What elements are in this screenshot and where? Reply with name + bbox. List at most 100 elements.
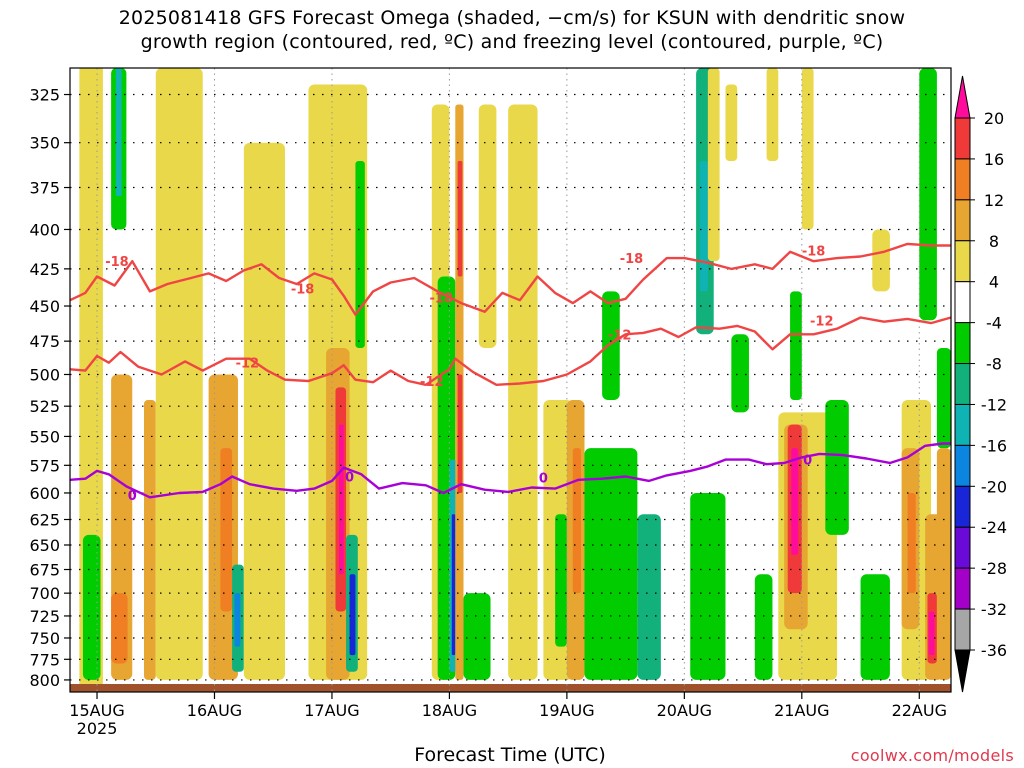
- dgz-contour-minus12: [70, 316, 951, 386]
- omega-cell: [936, 347, 951, 449]
- omega-cell: [602, 291, 620, 400]
- x-tick-label: 18AUG: [422, 701, 477, 720]
- x-tick-sublabel: 2025: [77, 719, 118, 738]
- omega-cell: [555, 514, 567, 647]
- colorbar: 20 16 12 8 4 -4 -8 -12 -16 -20 -24 -28 -32 -36: [954, 75, 1007, 693]
- omega-cell: [144, 399, 156, 680]
- omega-cell: [637, 514, 661, 680]
- omega-cell: [451, 514, 456, 656]
- omega-cell: [115, 68, 122, 197]
- omega-cell: [928, 611, 935, 656]
- y-tick-label: 325: [29, 86, 60, 105]
- omega-cell: [766, 68, 779, 161]
- y-tick-label: 350: [29, 134, 60, 153]
- omega-cell: [791, 448, 799, 555]
- contour-label: -12: [608, 328, 632, 343]
- y-tick-label: 450: [29, 297, 60, 316]
- y-tick-label: 525: [29, 397, 60, 416]
- y-tick-label: 550: [29, 427, 60, 446]
- contour-label: -12: [236, 357, 260, 372]
- omega-cell: [572, 448, 581, 594]
- omega-cell: [754, 574, 773, 680]
- y-tick-label: 375: [29, 179, 60, 198]
- colorbar-swatch: [954, 158, 971, 201]
- credit-link[interactable]: coolwx.com/models: [850, 746, 1014, 765]
- x-tick-label: 21AUG: [774, 701, 829, 720]
- chart-title-line-2: growth region (contoured, red, ºC) and f…: [140, 31, 884, 53]
- colorbar-swatch: [954, 403, 971, 446]
- omega-cell: [355, 160, 365, 348]
- x-tick-label: 22AUG: [892, 701, 947, 720]
- y-tick-label: 775: [29, 650, 60, 669]
- contour-lines: [70, 242, 951, 499]
- colorbar-tick-label: -4: [986, 314, 1002, 333]
- omega-cell: [690, 492, 726, 680]
- x-tick-label: 17AUG: [304, 701, 359, 720]
- colorbar-tick-label: 8: [989, 232, 999, 251]
- contour-label: -18: [291, 282, 315, 297]
- contour-label: -18: [620, 252, 644, 267]
- omega-cell: [707, 68, 720, 262]
- colorbar-tick-label: -28: [981, 559, 1007, 578]
- omega-cell: [936, 448, 951, 680]
- x-tick-label: 16AUG: [187, 701, 242, 720]
- colorbar-tick-label: -32: [981, 600, 1007, 619]
- contour-label: -18: [429, 291, 453, 306]
- omega-cell: [584, 448, 638, 680]
- y-tick-label: 400: [29, 220, 60, 239]
- omega-cell: [478, 104, 497, 348]
- x-tick-label: 15AUG: [69, 701, 124, 720]
- colorbar-tick-label: -8: [986, 355, 1002, 374]
- colorbar-tick-label: -20: [981, 477, 1007, 496]
- colorbar-tick-label: -12: [981, 395, 1007, 414]
- omega-cell: [725, 84, 738, 161]
- omega-cell: [872, 229, 890, 292]
- y-tick-label: 500: [29, 365, 60, 384]
- y-tick-label: 725: [29, 607, 60, 626]
- omega-cell: [463, 593, 491, 680]
- y-tick-label: 675: [29, 561, 60, 580]
- omega-cell: [825, 399, 849, 535]
- omega-cell: [919, 68, 937, 321]
- contour-label: 0: [128, 489, 137, 504]
- colorbar-swatch: [954, 363, 971, 405]
- colorbar-tick-label: -24: [981, 518, 1007, 537]
- dgz-contour-minus18: [70, 242, 951, 316]
- contour-label: -12: [420, 375, 444, 390]
- omega-cell: [457, 160, 463, 277]
- y-tick-label: 425: [29, 260, 60, 279]
- colorbar-tick-label: 16: [984, 150, 1004, 169]
- contour-label: 0: [803, 454, 812, 469]
- colorbar-swatch: [954, 444, 971, 487]
- omega-cell: [338, 424, 344, 575]
- contour-label: 0: [539, 472, 548, 487]
- omega-shading: [79, 68, 951, 692]
- omega-cell: [457, 374, 463, 493]
- y-axis: 325 350 375 400 425 450 475 500 525 550 575 600 625 6…: [29, 86, 70, 690]
- colorbar-swatch: [954, 199, 971, 242]
- omega-cell: [349, 574, 356, 656]
- omega-cell: [907, 492, 916, 594]
- colorbar-swatch: [954, 485, 971, 528]
- y-tick-label: 650: [29, 536, 60, 555]
- omega-cell: [731, 334, 749, 413]
- omega-cell: [801, 68, 814, 230]
- x-tick-label: 20AUG: [657, 701, 712, 720]
- contour-label: -18: [802, 244, 826, 259]
- omega-cell: [111, 593, 128, 664]
- omega-cell: [243, 142, 285, 680]
- omega-cell: [220, 448, 233, 612]
- colorbar-swatch: [954, 322, 971, 365]
- colorbar-top-triangle: [954, 75, 971, 119]
- colorbar-swatch: [954, 281, 971, 324]
- colorbar-bottom-triangle: [954, 649, 971, 693]
- contour-label: -18: [105, 255, 129, 270]
- x-tick-label: 19AUG: [539, 701, 594, 720]
- contour-label: -12: [810, 314, 834, 329]
- y-tick-label: 600: [29, 484, 60, 503]
- chart-title-line-1: 2025081418 GFS Forecast Omega (shaded, −…: [118, 7, 906, 29]
- colorbar-tick-label: 12: [984, 191, 1004, 210]
- y-tick-label: 575: [29, 456, 60, 475]
